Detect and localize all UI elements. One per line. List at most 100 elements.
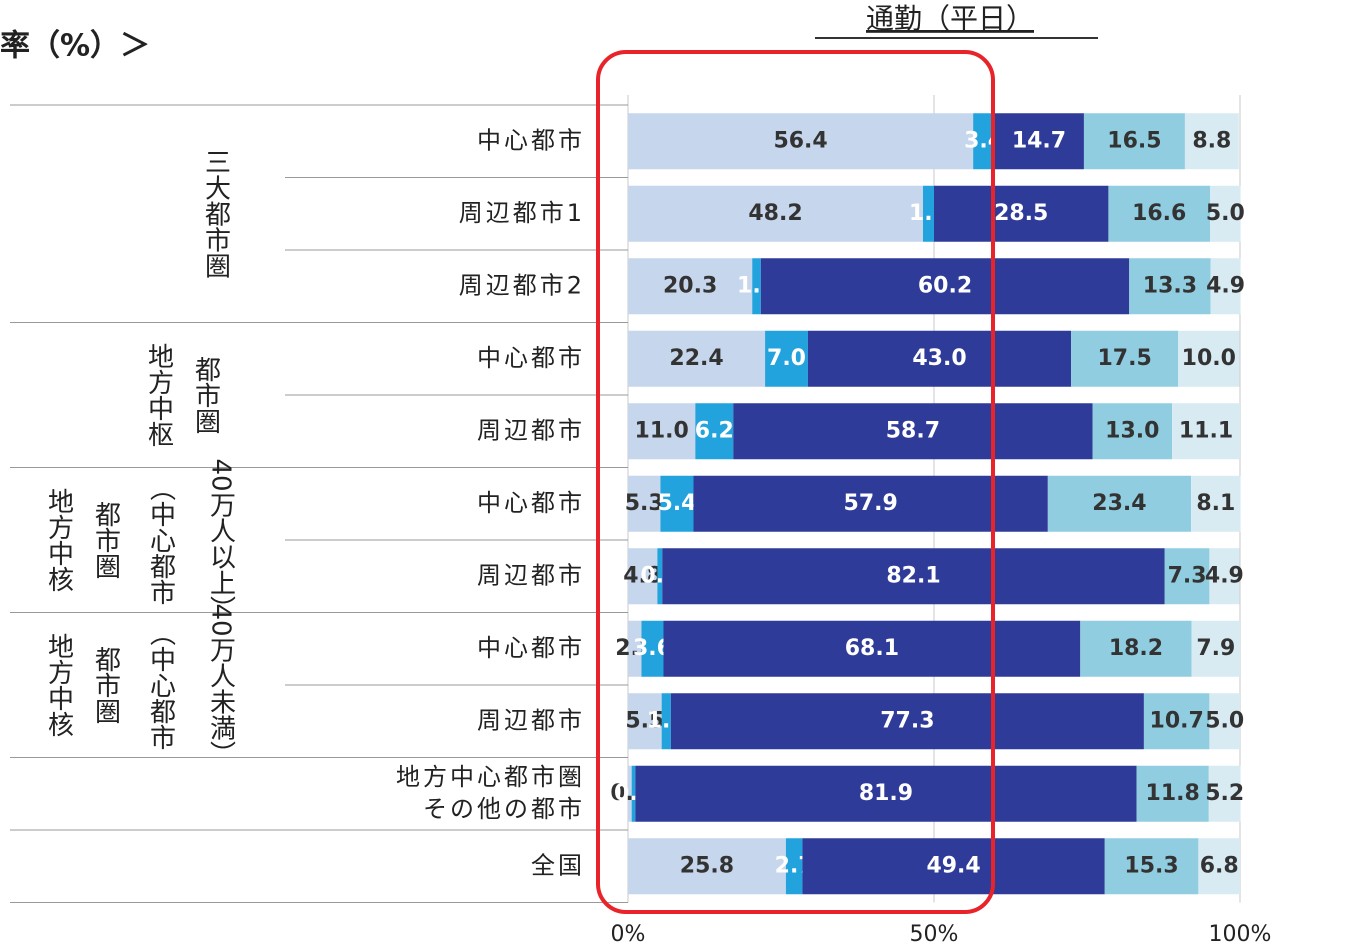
bar-segment xyxy=(660,475,694,532)
data-label: 23.4 xyxy=(1092,491,1146,516)
data-label: 68.1 xyxy=(845,636,899,661)
data-label: 7.0 xyxy=(767,346,806,371)
data-label: 10.7 xyxy=(1150,708,1204,733)
bar-segment xyxy=(1191,620,1240,677)
data-label: 56.4 xyxy=(773,128,827,153)
data-label: 5.3 xyxy=(625,491,664,516)
bar-segment xyxy=(802,838,1105,895)
x-tick-label: 50% xyxy=(910,922,959,947)
data-label: 4.9 xyxy=(1205,563,1244,588)
y-tick-label: 中心都市 xyxy=(477,344,585,372)
bar-segment xyxy=(695,403,734,460)
highlight-frame xyxy=(596,50,995,914)
group-label: （中心都市 xyxy=(146,620,176,750)
data-label: 60.2 xyxy=(918,273,972,298)
bar-segment xyxy=(993,113,1084,170)
data-label: 5.5 xyxy=(625,708,664,733)
data-label: 18.2 xyxy=(1109,636,1163,661)
bar-segment xyxy=(807,330,1072,387)
data-label: 6.2 xyxy=(695,418,734,443)
data-label: 15.3 xyxy=(1124,853,1178,878)
group-label: 地方中核 xyxy=(44,488,74,592)
bar-segment xyxy=(631,765,636,822)
y-tick-label: 中心都市 xyxy=(477,489,585,517)
y-tick-label: 中心都市 xyxy=(477,126,585,154)
data-label: 48.2 xyxy=(748,201,802,226)
bar-segment xyxy=(1092,403,1173,460)
bar-segment xyxy=(1083,113,1185,170)
data-label: 16.6 xyxy=(1132,201,1186,226)
bar-segment xyxy=(628,113,974,170)
group-label: 都市圏 xyxy=(91,646,121,724)
group-label: 40万人以上） xyxy=(206,458,236,621)
data-label: 13.3 xyxy=(1143,273,1197,298)
bar-segment xyxy=(1143,693,1210,750)
data-label: 7.9 xyxy=(1196,636,1235,661)
bar-segment xyxy=(1080,620,1192,677)
bar-segment xyxy=(635,765,1137,822)
y-tick-label: 周辺都市 xyxy=(477,706,585,734)
y-tick-label: 全国 xyxy=(531,851,585,879)
chart-title: 通勤（平日） xyxy=(866,2,1034,35)
bar-segment xyxy=(662,548,1165,605)
data-label: 11.0 xyxy=(635,418,689,443)
data-label: 5.2 xyxy=(1205,781,1244,806)
bar-segment xyxy=(628,765,632,822)
group-label: 都市圏 xyxy=(91,501,121,579)
data-label: 8.1 xyxy=(1196,491,1235,516)
bar-segment xyxy=(752,258,761,315)
bar-segment xyxy=(1164,548,1210,605)
bar-segment xyxy=(1129,258,1211,315)
bar-segment xyxy=(628,620,642,677)
group-label: 地方中核 xyxy=(44,633,74,737)
bar-segment xyxy=(1104,838,1199,895)
data-label: 28.5 xyxy=(994,201,1048,226)
bar-segment xyxy=(628,838,786,895)
bar-segment xyxy=(670,693,1144,750)
data-label: 7.3 xyxy=(1168,563,1207,588)
bar-segment xyxy=(1191,475,1241,532)
data-label: 16.5 xyxy=(1107,128,1161,153)
group-label: 40万人未満） xyxy=(206,603,236,766)
bar-segment xyxy=(1178,330,1240,387)
bar-segment xyxy=(1209,693,1240,750)
data-label: 11.8 xyxy=(1146,781,1200,806)
data-label: 8.8 xyxy=(1192,128,1231,153)
group-label: （中心都市 xyxy=(146,475,176,605)
bar-segment xyxy=(663,620,1081,677)
bar-segment xyxy=(973,113,994,170)
bar-segment xyxy=(628,258,753,315)
x-tick-label: 100% xyxy=(1209,922,1272,947)
x-tick-label: 0% xyxy=(611,922,646,947)
data-label: 57.9 xyxy=(844,491,898,516)
data-label: 4.8 xyxy=(623,563,662,588)
bar-segment xyxy=(693,475,1048,532)
data-label: 22.4 xyxy=(669,346,723,371)
group-label: 地方中枢 xyxy=(144,343,174,447)
chart-subtitle: 率（%）＞ xyxy=(0,29,150,64)
data-label: 6.8 xyxy=(1200,853,1239,878)
bar-segment xyxy=(657,548,663,605)
bar-segment xyxy=(1172,403,1240,460)
data-label: 43.0 xyxy=(912,346,966,371)
bar-segment xyxy=(641,620,664,677)
bar-segment xyxy=(1071,330,1179,387)
data-label: 13.0 xyxy=(1105,418,1159,443)
bar-segment xyxy=(765,330,808,387)
bar-segment xyxy=(628,475,661,532)
bar-segment xyxy=(661,693,671,750)
y-tick-label: 周辺都市2 xyxy=(459,271,585,299)
bar-segment xyxy=(628,548,658,605)
data-label: 5.0 xyxy=(1205,708,1244,733)
y-tick-label: 地方中心都市圏その他の都市 xyxy=(396,763,585,823)
bar-segment xyxy=(760,258,1130,315)
bar-segment xyxy=(1198,838,1240,895)
bar-segment xyxy=(1047,475,1192,532)
y-tick-label: 周辺都市1 xyxy=(459,199,585,227)
data-label: 17.5 xyxy=(1097,346,1151,371)
data-label: 11.1 xyxy=(1179,418,1233,443)
bar-segment xyxy=(733,403,1093,460)
data-label: 20.3 xyxy=(663,273,717,298)
